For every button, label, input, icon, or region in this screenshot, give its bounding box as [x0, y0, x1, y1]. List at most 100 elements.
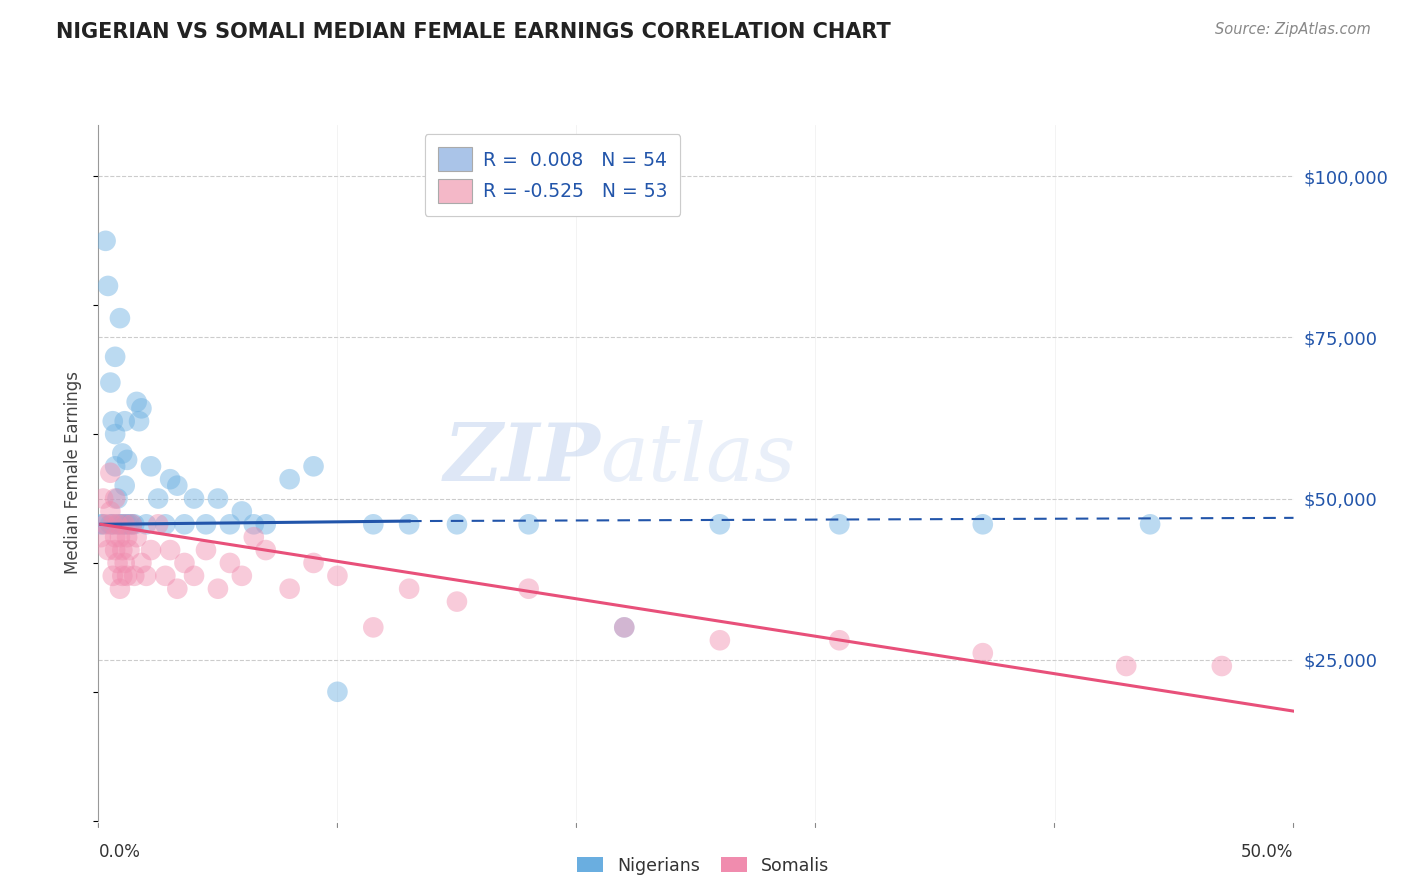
Point [101, 517, 124, 532]
Text: 0.0%: 0.0% [98, 843, 141, 861]
Point [148, 491, 170, 506]
Point [326, 569, 349, 583]
Point [972, 646, 994, 660]
Point [166, 582, 188, 596]
Point [131, 556, 153, 570]
Point [108, 517, 131, 532]
Point [125, 395, 148, 409]
Point [254, 543, 277, 558]
Point [104, 350, 127, 364]
Point [124, 517, 146, 532]
Point [326, 685, 349, 699]
Point [613, 620, 636, 634]
Point [115, 453, 138, 467]
Point [155, 517, 177, 532]
Point [243, 517, 266, 532]
Text: 50.0%: 50.0% [1241, 843, 1294, 861]
Point [98, 376, 122, 390]
Point [155, 569, 177, 583]
Y-axis label: Median Female Earnings: Median Female Earnings [65, 371, 83, 574]
Point [1139, 517, 1161, 532]
Point [125, 530, 148, 544]
Point [98, 466, 122, 480]
Point [254, 517, 277, 532]
Point [101, 414, 124, 428]
Point [446, 517, 468, 532]
Point [131, 401, 153, 416]
Point [107, 556, 129, 570]
Point [114, 517, 136, 532]
Text: atlas: atlas [600, 420, 796, 498]
Point [517, 517, 540, 532]
Point [101, 569, 124, 583]
Point [118, 543, 141, 558]
Point [114, 556, 136, 570]
Point [124, 569, 146, 583]
Point [115, 569, 138, 583]
Point [302, 459, 325, 474]
Point [219, 556, 242, 570]
Point [398, 517, 420, 532]
Point [517, 582, 540, 596]
Point [166, 478, 188, 492]
Point [828, 517, 851, 532]
Point [278, 472, 301, 486]
Point [107, 517, 129, 532]
Point [111, 543, 134, 558]
Point [114, 478, 136, 492]
Point [115, 530, 138, 544]
Point [104, 543, 127, 558]
Point [613, 620, 636, 634]
Point [363, 620, 385, 634]
Point [446, 594, 468, 608]
Point [104, 459, 127, 474]
Point [114, 517, 136, 532]
Point [363, 517, 385, 532]
Point [278, 582, 301, 596]
Point [111, 446, 134, 460]
Point [111, 517, 134, 532]
Point [104, 530, 127, 544]
Point [1211, 659, 1233, 673]
Legend: Nigerians, Somalis: Nigerians, Somalis [568, 848, 838, 883]
Point [159, 472, 181, 486]
Point [108, 582, 131, 596]
Point [104, 427, 127, 442]
Point [107, 517, 129, 532]
Point [118, 517, 141, 532]
Point [183, 569, 205, 583]
Point [121, 517, 143, 532]
Point [98, 504, 122, 518]
Point [194, 517, 218, 532]
Point [148, 517, 170, 532]
Point [135, 569, 157, 583]
Point [1115, 659, 1137, 673]
Point [108, 530, 131, 544]
Point [98, 517, 122, 532]
Point [243, 530, 266, 544]
Point [183, 491, 205, 506]
Point [173, 517, 195, 532]
Point [398, 582, 420, 596]
Point [207, 582, 229, 596]
Point [97, 543, 120, 558]
Point [231, 569, 253, 583]
Point [115, 517, 138, 532]
Text: Source: ZipAtlas.com: Source: ZipAtlas.com [1215, 22, 1371, 37]
Point [91, 491, 114, 506]
Point [104, 491, 127, 506]
Point [90, 530, 112, 544]
Point [114, 414, 136, 428]
Point [128, 414, 150, 428]
Point [135, 517, 157, 532]
Point [972, 517, 994, 532]
Point [139, 459, 162, 474]
Point [121, 517, 143, 532]
Text: NIGERIAN VS SOMALI MEDIAN FEMALE EARNINGS CORRELATION CHART: NIGERIAN VS SOMALI MEDIAN FEMALE EARNING… [56, 22, 891, 42]
Point [709, 633, 731, 648]
Point [207, 491, 229, 506]
Point [97, 279, 120, 293]
Point [219, 517, 242, 532]
Point [107, 491, 129, 506]
Point [159, 543, 181, 558]
